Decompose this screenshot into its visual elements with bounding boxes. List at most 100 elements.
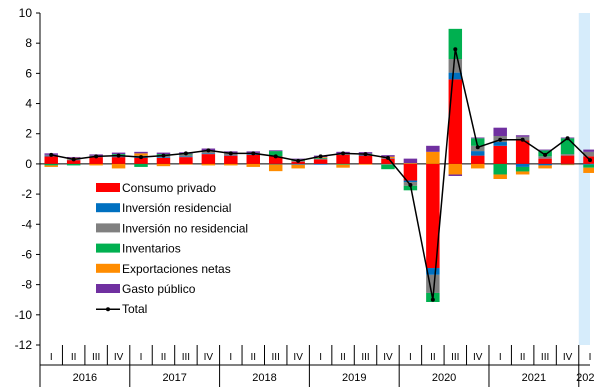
x-tick-quarter-label: III <box>541 352 549 363</box>
y-tick-label: -10 <box>15 308 33 322</box>
legend-marker-total <box>106 307 110 312</box>
bar-segment-s0-p2 <box>89 157 103 164</box>
total-point-3 <box>116 153 121 158</box>
bar-segment-s0-p8 <box>224 155 238 164</box>
total-point-15 <box>385 155 390 160</box>
bar-segment-s4-p10 <box>268 164 283 172</box>
x-tick-quarter-label: III <box>272 352 280 363</box>
total-point-21 <box>520 137 525 142</box>
legend-label-4: Exportaciones netas <box>122 262 231 276</box>
bar-segment-s3-p23 <box>560 138 575 155</box>
bar-segment-s0-p10 <box>268 156 283 164</box>
x-tick-year-label: 2022 <box>576 372 594 384</box>
bar-segment-s3-p24 <box>583 164 594 168</box>
y-tick-label: -4 <box>21 217 32 231</box>
bar-segment-s3-p0 <box>44 163 58 166</box>
total-point-8 <box>228 151 233 156</box>
y-tick-label: 8 <box>25 36 32 50</box>
bar-segment-s0-p23 <box>560 155 575 164</box>
total-point-11 <box>296 158 301 163</box>
bar-segment-s1-p17 <box>426 268 440 275</box>
bar-segment-s0-p22 <box>538 158 552 164</box>
x-tick-year-label: 2021 <box>522 372 546 384</box>
bar-segment-s0-p14 <box>358 155 373 164</box>
total-point-1 <box>71 157 76 162</box>
y-tick-label: -6 <box>21 247 32 261</box>
legend-label-5: Gasto público <box>122 282 196 296</box>
x-tick-quarter-label: IV <box>204 352 214 363</box>
bar-segment-s4-p5 <box>156 163 171 167</box>
bar-segment-s1-p24 <box>583 163 594 165</box>
bar-segment-s1-p21 <box>515 163 530 167</box>
bar-segment-s4-p11 <box>291 164 305 169</box>
bar-segment-s0-p12 <box>313 159 328 164</box>
bar-segment-s0-p7 <box>201 154 216 164</box>
x-tick-year-label: 2018 <box>252 372 276 384</box>
bar-segment-s4-p6 <box>179 163 193 165</box>
bar-segment-s1-p18 <box>448 72 463 80</box>
x-tick-year-label: 2019 <box>342 372 366 384</box>
total-point-14 <box>363 152 368 157</box>
bar-segment-s0-p5 <box>156 157 171 164</box>
total-line-layer <box>49 47 592 302</box>
x-tick-quarter-label: IV <box>473 352 483 363</box>
y-tick-label: -12 <box>15 338 33 352</box>
total-point-2 <box>94 154 99 159</box>
legend-label-1: Inversión residencial <box>122 201 231 215</box>
total-point-5 <box>161 153 166 158</box>
x-tick-quarter-label: III <box>92 352 100 363</box>
total-point-16 <box>408 183 413 188</box>
bar-segment-s5-p22 <box>538 149 552 151</box>
legend-swatch-4 <box>96 263 120 273</box>
bar-segment-s3-p19 <box>471 138 485 146</box>
bar-segment-s2-p6 <box>179 154 193 157</box>
bar-segment-s4-p8 <box>224 163 238 166</box>
bar-segment-s4-p23 <box>560 164 575 166</box>
bar-segment-s3-p4 <box>134 163 148 167</box>
bar-segment-s5-p1 <box>66 156 81 158</box>
total-point-4 <box>139 155 144 160</box>
bar-segment-s5-p20 <box>493 127 507 136</box>
x-tick-quarter-label: II <box>161 352 167 363</box>
x-tick-quarter-label: I <box>50 352 53 363</box>
bar-segment-s2-p15 <box>381 163 395 165</box>
x-tick-quarter-label: I <box>409 352 412 363</box>
total-point-24 <box>588 158 592 163</box>
bar-segment-s3-p20 <box>493 163 507 175</box>
y-tick-label: 10 <box>19 6 33 20</box>
bar-segment-s1-p20 <box>493 142 507 146</box>
x-tick-year-label: 2016 <box>73 372 97 384</box>
bar-segment-s0-p13 <box>336 154 350 164</box>
total-point-19 <box>475 145 480 150</box>
bar-segment-s1-p11 <box>291 163 305 165</box>
bar-segment-s0-p21 <box>515 140 530 164</box>
bar-segment-s0-p0 <box>44 156 58 164</box>
x-axis: I II III IV I II III IV I II III IV I II III IV I II III IV… <box>39 345 594 387</box>
bar-segment-s1-p7 <box>201 153 216 155</box>
legend-swatch-5 <box>96 284 120 293</box>
bar-segment-s0-p15 <box>381 158 395 164</box>
total-point-7 <box>206 148 211 153</box>
bar-segment-s4-p17 <box>426 151 440 164</box>
bar-segment-s1-p23 <box>560 163 575 165</box>
bar-segment-s4-p9 <box>246 163 260 167</box>
y-tick-label: 4 <box>25 97 32 111</box>
bar-segment-s5-p4 <box>134 151 148 154</box>
total-point-10 <box>273 154 278 159</box>
bar-segment-s4-p22 <box>538 165 552 169</box>
x-tick-quarter-label: II <box>520 352 526 363</box>
x-tick-quarter-label: IV <box>293 352 303 363</box>
bar-segment-s4-p16 <box>403 163 418 164</box>
bar-segment-s4-p24 <box>583 167 594 173</box>
bar-segment-s0-p16 <box>403 163 418 181</box>
x-tick-quarter-label: I <box>499 352 502 363</box>
highlight-layer <box>578 13 590 345</box>
bar-segment-s1-p19 <box>471 151 485 156</box>
bar-segment-s1-p16 <box>403 180 418 183</box>
x-tick-quarter-label: II <box>340 352 346 363</box>
bar-segment-s3-p13 <box>336 163 350 165</box>
x-tick-quarter-label: II <box>71 352 77 363</box>
total-point-0 <box>49 152 54 157</box>
bar-segment-s4-p0 <box>44 165 58 167</box>
